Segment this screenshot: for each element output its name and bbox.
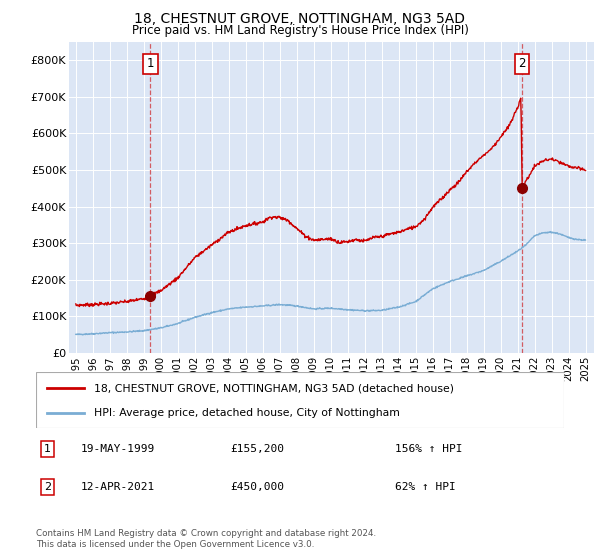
Text: 19-MAY-1999: 19-MAY-1999 <box>81 444 155 454</box>
Text: HPI: Average price, detached house, City of Nottingham: HPI: Average price, detached house, City… <box>94 408 400 418</box>
Text: 18, CHESTNUT GROVE, NOTTINGHAM, NG3 5AD (detached house): 18, CHESTNUT GROVE, NOTTINGHAM, NG3 5AD … <box>94 383 454 393</box>
Text: 1: 1 <box>44 444 51 454</box>
Text: Contains HM Land Registry data © Crown copyright and database right 2024.
This d: Contains HM Land Registry data © Crown c… <box>36 529 376 549</box>
Text: 1: 1 <box>146 58 154 71</box>
Text: Price paid vs. HM Land Registry's House Price Index (HPI): Price paid vs. HM Land Registry's House … <box>131 24 469 36</box>
Text: 12-APR-2021: 12-APR-2021 <box>81 482 155 492</box>
Text: 18, CHESTNUT GROVE, NOTTINGHAM, NG3 5AD: 18, CHESTNUT GROVE, NOTTINGHAM, NG3 5AD <box>134 12 466 26</box>
Text: 156% ↑ HPI: 156% ↑ HPI <box>395 444 463 454</box>
Text: £155,200: £155,200 <box>231 444 285 454</box>
Text: £450,000: £450,000 <box>231 482 285 492</box>
Text: 62% ↑ HPI: 62% ↑ HPI <box>395 482 456 492</box>
Text: 2: 2 <box>518 58 526 71</box>
Text: 2: 2 <box>44 482 51 492</box>
